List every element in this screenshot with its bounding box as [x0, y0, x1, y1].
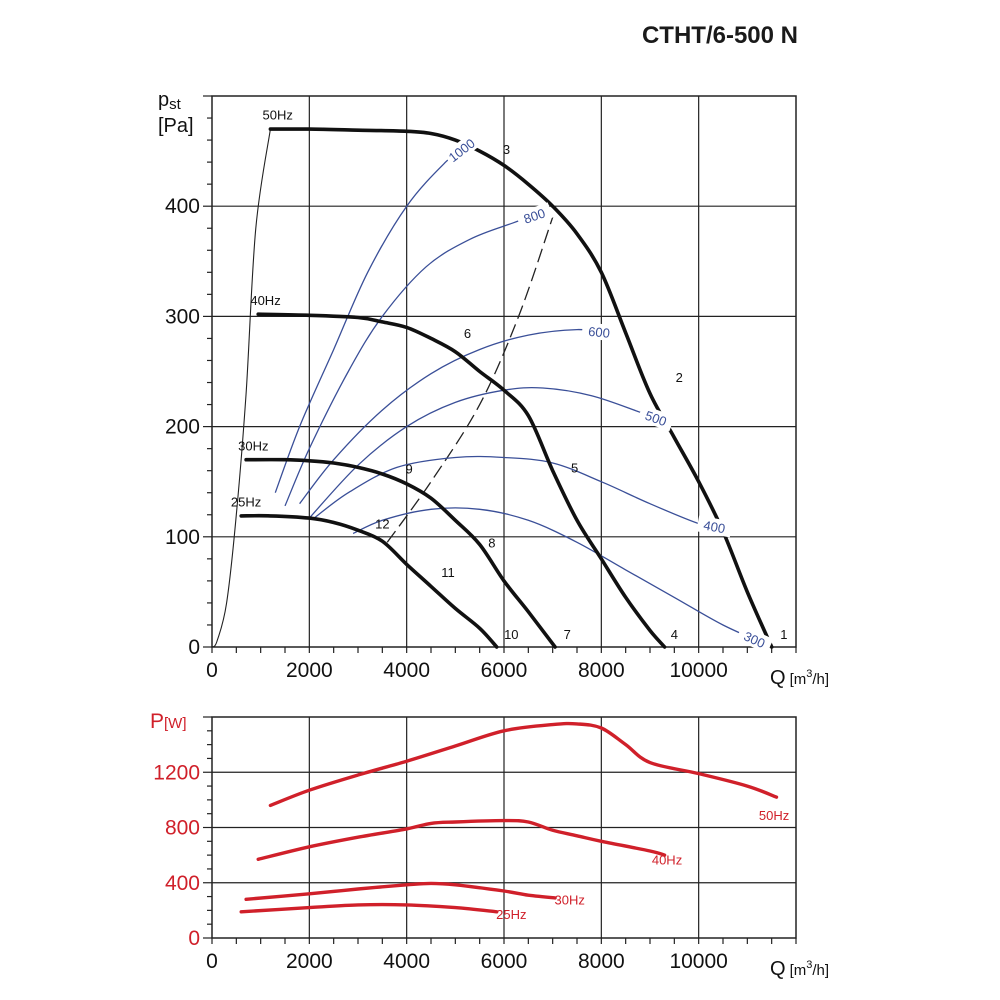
power-xtick-label-2: 4000: [383, 950, 430, 973]
pressure-xtick-label-5: 10000: [669, 659, 727, 682]
fan-curve-25Hz: [239, 513, 499, 649]
pressure-ylabel-sub: st: [169, 96, 182, 113]
pressure-ytick-label-0: 0: [188, 636, 200, 659]
power-series-label-50Hz: 50Hz: [759, 808, 789, 823]
power-isoline-800: [284, 211, 546, 507]
pressure-xtick-label-4: 8000: [578, 659, 625, 682]
pressure-ytick-label-3: 300: [165, 305, 200, 328]
pressure-xlabel: Q [m3/h]: [770, 667, 829, 689]
power-isoline-label-bg-1000: [443, 133, 480, 167]
power-ylabel-unit: [W]: [164, 715, 187, 732]
fan-curve-40Hz: [256, 312, 667, 649]
pressure-curves: [211, 127, 774, 649]
power-series-label-40Hz: 40Hz: [652, 852, 682, 867]
pressure-xunit-sup: 3: [806, 668, 812, 680]
power-isoline-label-bg-400: [696, 515, 733, 538]
power-ylabel-main: P: [150, 710, 164, 733]
power-isoline-label-bg-500: [637, 404, 675, 432]
model-title: CTHT/6-500 N: [642, 22, 798, 49]
pressure-hz-label-30Hz: 30Hz: [238, 438, 268, 453]
power-isoline-400: [313, 455, 724, 529]
pressure-xtick-label-3: 6000: [481, 659, 528, 682]
pressure-ytick-label-1: 100: [165, 526, 200, 549]
pressure-xtick-label-2: 4000: [383, 659, 430, 682]
power-series-label-30Hz: 30Hz: [555, 892, 585, 907]
power-xunit-post: /h]: [812, 962, 829, 979]
operating-point-label-6: 6: [464, 326, 471, 341]
power-isoline-600: [299, 328, 612, 505]
power-xlabel: Q [m3/h]: [770, 958, 829, 980]
power-xlabel-main: Q: [770, 958, 786, 980]
power-xtick-label-1: 2000: [286, 950, 333, 973]
pressure-ytick-label-4: 400: [165, 195, 200, 218]
power-isoline-300: [352, 507, 772, 648]
pressure-xunit-post: /h]: [812, 671, 829, 688]
power-ytick-label-2: 800: [165, 817, 200, 840]
power-ticks: 0 2000 4000 6000 8000 10000 0 400 800 1200: [153, 716, 797, 973]
pressure-xunit-pre: [m: [790, 671, 807, 688]
power-curve-30Hz: [244, 881, 557, 901]
power-isoline-500: [308, 386, 665, 519]
pressure-xlabel-main: Q: [770, 667, 786, 689]
power-isoline-label-800: 800: [522, 205, 547, 226]
power-isoline-label-bg-300: [735, 624, 774, 654]
pressure-ticks: 0 2000 4000 6000 8000 10000 0 100 200 300 400: [165, 95, 797, 682]
pressure-ylabel-main: p: [158, 89, 169, 111]
pressure-hz-label-50Hz: 50Hz: [263, 108, 293, 123]
power-xtick-label-0: 0: [206, 950, 218, 973]
pressure-start-line: [211, 129, 271, 648]
power-xunit-pre: [m: [790, 962, 807, 979]
power-series-label-25Hz: 25Hz: [496, 907, 526, 922]
operating-point-label-8: 8: [488, 535, 495, 550]
pressure-xtick-label-1: 2000: [286, 659, 333, 682]
power-isoline-label-400: 400: [702, 518, 726, 537]
power-ytick-label-3: 1200: [153, 761, 200, 784]
operating-point-label-3: 3: [503, 142, 510, 157]
pressure-xtick-label-0: 0: [206, 659, 218, 682]
power-xtick-label-4: 8000: [578, 950, 625, 973]
power-isoline-1000: [274, 142, 471, 493]
operating-point-label-9: 9: [405, 461, 412, 476]
operating-point-label-11: 11: [441, 565, 455, 580]
power-curves: [239, 721, 779, 914]
power-curve-50Hz: [268, 721, 779, 808]
power-isoline-label-600: 600: [588, 324, 611, 341]
power-labels: 50Hz 40Hz 30Hz 25Hz: [496, 808, 789, 922]
operating-point-label-1: 1: [780, 627, 787, 642]
operating-point-label-5: 5: [571, 460, 578, 475]
power-chart: 0 2000 4000 6000 8000 10000 0 400 800 1200 50Hz 40…: [150, 710, 829, 980]
operating-point-label-4: 4: [671, 627, 678, 642]
power-xunit-sup: 3: [806, 959, 812, 971]
pressure-system-dashed-line: [386, 216, 554, 543]
power-curve-40Hz: [256, 818, 667, 861]
power-isoline-label-bg-800: [515, 202, 553, 229]
fan-curve-50Hz: [268, 127, 774, 649]
power-isoline-label-bg-600: [581, 322, 617, 342]
power-xtick-label-5: 10000: [669, 950, 727, 973]
pressure-hz-label-25Hz: 25Hz: [231, 495, 261, 510]
power-ylabel: P[W]: [150, 710, 187, 733]
power-xtick-label-3: 6000: [481, 950, 528, 973]
pressure-ylabel: pst: [158, 89, 182, 113]
power-curve-25Hz: [239, 902, 499, 914]
operating-point-label-12: 12: [375, 517, 389, 532]
pressure-grid: [212, 96, 796, 647]
operating-point-label-10: 10: [504, 627, 518, 642]
power-ytick-label-1: 400: [165, 872, 200, 895]
pressure-yunit: [Pa]: [158, 115, 194, 137]
operating-point-label-7: 7: [564, 627, 571, 642]
power-ytick-label-0: 0: [188, 927, 200, 950]
operating-point-label-2: 2: [676, 370, 683, 385]
power-isoline-label-500: 500: [643, 408, 669, 429]
fan-curve-30Hz: [244, 457, 557, 649]
pressure-hz-label-40Hz: 40Hz: [250, 293, 280, 308]
pressure-ytick-label-2: 200: [165, 416, 200, 439]
power-grid: [212, 717, 796, 938]
